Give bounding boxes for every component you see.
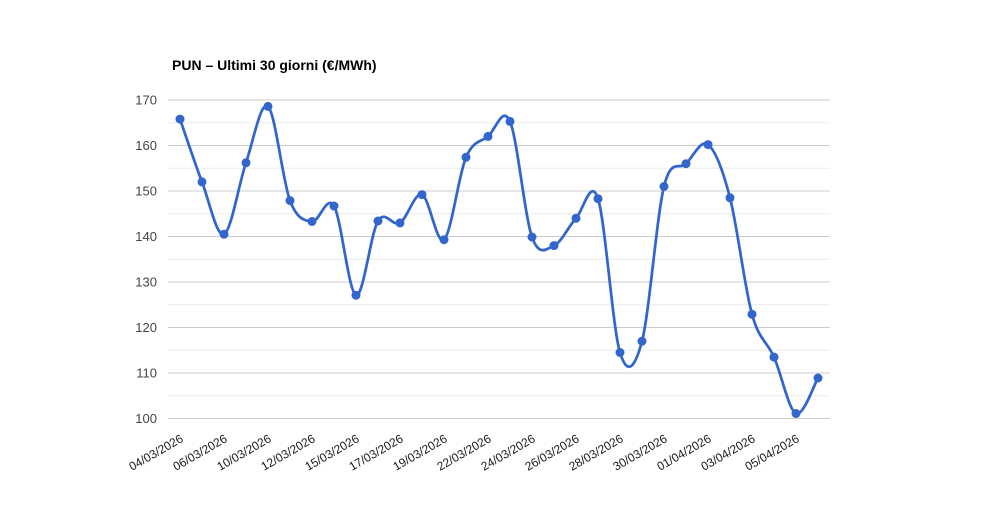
y-axis-tick-label: 170 (135, 93, 157, 108)
data-point[interactable] (791, 409, 801, 418)
data-point[interactable] (395, 218, 405, 228)
y-axis-tick-label: 130 (135, 275, 157, 290)
data-point[interactable] (483, 131, 493, 141)
data-point[interactable] (175, 114, 185, 124)
y-axis-tick-label: 120 (135, 320, 157, 335)
data-point[interactable] (461, 152, 471, 162)
data-point[interactable] (263, 101, 273, 111)
data-point[interactable] (527, 232, 537, 242)
data-point[interactable] (681, 159, 691, 169)
data-point[interactable] (329, 201, 339, 211)
data-point[interactable] (505, 116, 515, 126)
data-point[interactable] (593, 194, 603, 204)
data-point[interactable] (241, 158, 251, 168)
data-point[interactable] (769, 352, 779, 362)
y-axis-tick-label: 100 (135, 411, 157, 426)
data-point[interactable] (637, 336, 647, 346)
data-point[interactable] (219, 229, 229, 239)
data-point[interactable] (813, 373, 823, 383)
y-axis-tick-label: 140 (135, 229, 157, 244)
data-point[interactable] (549, 241, 559, 251)
data-point[interactable] (571, 213, 581, 223)
y-axis-tick-label: 110 (136, 366, 157, 381)
data-point[interactable] (197, 177, 207, 187)
data-point[interactable] (373, 216, 383, 226)
data-point[interactable] (615, 348, 625, 357)
data-point[interactable] (659, 182, 669, 191)
data-point[interactable] (703, 140, 713, 150)
data-point[interactable] (351, 290, 361, 300)
data-point[interactable] (725, 193, 735, 203)
data-point[interactable] (307, 217, 317, 226)
y-axis-tick-label: 150 (135, 184, 157, 199)
y-axis-tick-label: 160 (135, 138, 157, 153)
data-point[interactable] (439, 235, 449, 245)
data-point[interactable] (417, 190, 427, 200)
chart-title: PUN – Ultimi 30 giorni (€/MWh) (172, 57, 377, 73)
data-point[interactable] (747, 309, 757, 319)
data-point[interactable] (285, 196, 295, 206)
